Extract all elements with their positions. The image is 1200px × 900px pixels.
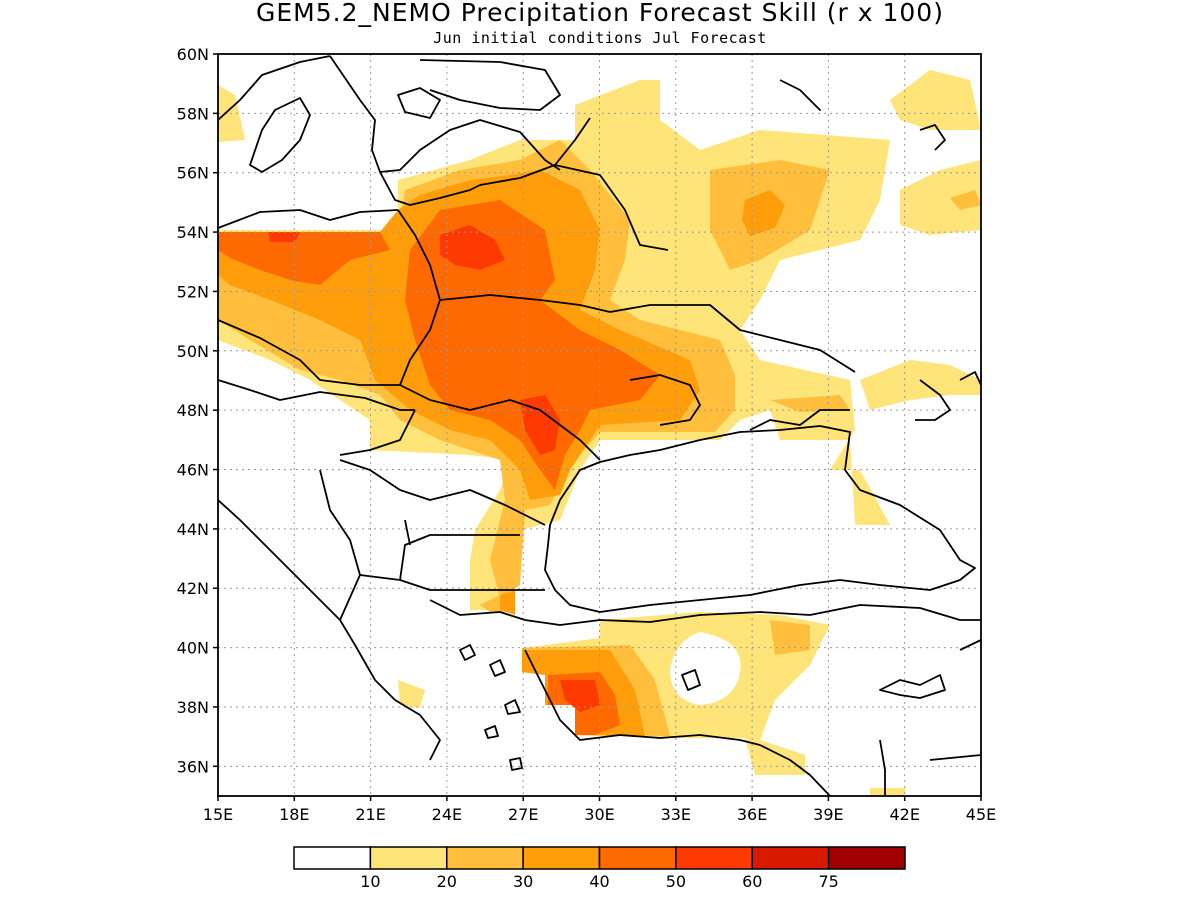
lat-label: 36N [177, 757, 209, 776]
chart-title: GEM5.2_NEMO Precipitation Forecast Skill… [256, 0, 944, 27]
lat-label: 42N [177, 579, 209, 598]
chart-subtitle: Jun initial conditions Jul Forecast [433, 29, 767, 47]
lon-label: 27E [508, 805, 538, 824]
lat-label: 52N [177, 282, 209, 301]
lon-label: 30E [584, 805, 614, 824]
lat-label: 46N [177, 461, 209, 480]
colorbar-swatch [827, 846, 906, 870]
lon-label: 42E [889, 805, 919, 824]
contour-level-4 [218, 232, 390, 285]
contour-level-1-se2 [870, 788, 905, 796]
lon-label: 33E [661, 805, 691, 824]
colorbar-swatch [751, 846, 830, 870]
lon-label: 15E [203, 805, 233, 824]
latitude-labels: 60N 58N 56N 54N 52N 50N 48N 46N 44N 42N 40N 38N 36N [177, 45, 218, 776]
lon-label: 21E [355, 805, 385, 824]
colorbar-label: 10 [360, 872, 380, 891]
contour-level-1-se1 [860, 360, 981, 410]
lon-label: 24E [432, 805, 462, 824]
colorbar-label: 60 [742, 872, 762, 891]
contour-level-5-poland [268, 232, 300, 242]
lat-label: 38N [177, 698, 209, 717]
lat-label: 44N [177, 520, 209, 539]
lat-label: 54N [177, 223, 209, 242]
lat-label: 56N [177, 164, 209, 183]
lon-label: 45E [966, 805, 996, 824]
colorbar-swatch [522, 846, 601, 870]
lat-label: 58N [177, 104, 209, 123]
lon-label: 39E [813, 805, 843, 824]
longitude-labels: 15E 18E 21E 24E 27E 30E 33E 36E 39E 42E 45E [203, 796, 996, 824]
lat-label: 60N [177, 45, 209, 64]
contour-level-5-turkey [560, 680, 600, 712]
contour-level-1-e [900, 160, 981, 235]
coastlines-and-borders [218, 55, 981, 796]
colorbar-label: 20 [437, 872, 457, 891]
contour-level-2-turkey-e [770, 620, 810, 655]
lat-label: 48N [177, 401, 209, 420]
colorbar-label: 30 [513, 872, 533, 891]
contour-level-3-ru [742, 190, 785, 236]
lat-label: 40N [177, 639, 209, 658]
skill-contour-fills [218, 70, 981, 796]
colorbar-label: 50 [666, 872, 686, 891]
lon-label: 18E [279, 805, 309, 824]
colorbar-swatch [293, 846, 372, 870]
lat-label: 50N [177, 342, 209, 361]
colorbar-swatch [369, 846, 448, 870]
contour-level-3-balkans [500, 590, 515, 615]
contour-level-2-ru2 [950, 190, 981, 210]
lon-label: 36E [737, 805, 767, 824]
colorbar: 10 20 30 40 50 60 75 [293, 846, 906, 891]
contour-level-1-ne [890, 70, 981, 130]
colorbar-swatch [598, 846, 677, 870]
contour-level-1-aegean [398, 680, 425, 708]
contour-level-2-east [770, 395, 850, 412]
contour-level-4-core [405, 200, 660, 490]
contour-level-5-belarus [440, 225, 505, 270]
colorbar-label: 75 [818, 872, 838, 891]
colorbar-swatch [675, 846, 753, 870]
colorbar-swatch [446, 846, 524, 870]
colorbar-label: 40 [589, 872, 609, 891]
